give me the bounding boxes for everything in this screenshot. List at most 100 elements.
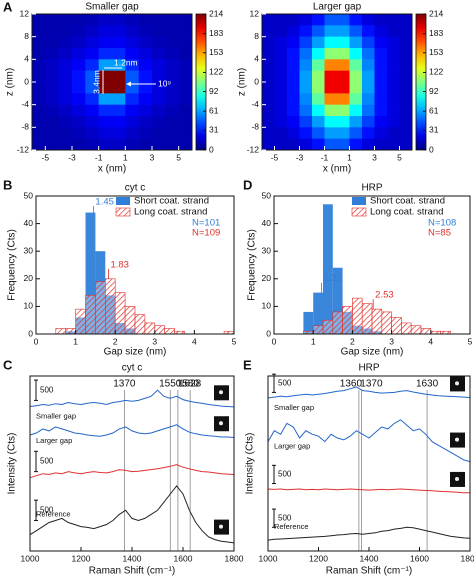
heat-cell xyxy=(152,14,166,26)
heat-cell xyxy=(262,127,275,139)
heat-cell xyxy=(362,70,375,83)
series-label: Larger gap xyxy=(36,436,72,445)
heat-cell xyxy=(399,116,413,128)
y-axis-label: Frequency (Cts) xyxy=(247,229,258,301)
legend-swatch xyxy=(352,197,366,205)
heat-cell xyxy=(178,70,193,83)
n-label: N=85 xyxy=(428,228,451,239)
y-tick-label: 40 xyxy=(262,218,272,228)
heat-cell xyxy=(152,138,166,151)
heat-cell xyxy=(349,70,363,83)
heat-cell xyxy=(362,127,375,139)
heat-cell xyxy=(112,59,126,71)
heat-cell xyxy=(85,36,99,49)
x-tick-label: -5 xyxy=(271,152,279,162)
legend-swatch xyxy=(115,207,131,217)
y-tick-label: 4 xyxy=(254,54,259,64)
x-tick-label: -1 xyxy=(321,152,329,162)
heat-cell xyxy=(262,48,275,60)
heat-cell xyxy=(32,36,46,49)
heat-cell xyxy=(165,138,179,151)
heat-cell xyxy=(112,138,126,151)
heat-cell xyxy=(152,116,166,128)
heat-cell xyxy=(32,127,46,139)
heat-cell xyxy=(45,14,59,26)
scale-bar-label: 500 xyxy=(40,505,54,514)
heat-cell xyxy=(312,70,325,83)
colorbar-tick-label: 183 xyxy=(429,28,443,38)
heat-cell xyxy=(45,70,59,83)
colorbar-tick-label: 214 xyxy=(209,8,223,18)
inset-spot xyxy=(219,524,223,529)
x-axis-label: Gap size (nm) xyxy=(341,347,404,358)
spectrum-line xyxy=(29,485,235,544)
x-tick-label: 1600 xyxy=(174,553,193,563)
chart-title: HRP xyxy=(358,363,379,374)
heat-cell xyxy=(274,127,288,139)
x-tick-label: 3 xyxy=(152,336,157,346)
heat-cell xyxy=(72,70,86,83)
heat-cell xyxy=(387,138,400,151)
heat-cell xyxy=(399,59,413,71)
heat-cell xyxy=(165,14,179,26)
heat-cell xyxy=(299,48,313,60)
colorbar-tick-label: 153 xyxy=(209,47,223,57)
chart-title: HRP xyxy=(361,183,382,194)
heat-cell xyxy=(387,127,400,139)
heat-cell xyxy=(274,14,288,26)
heat-cell xyxy=(312,93,325,105)
heat-cell xyxy=(98,25,113,37)
y-tick-label: 0 xyxy=(266,328,271,338)
heat-cell xyxy=(374,93,388,105)
heat-cell xyxy=(337,25,350,37)
heat-cell xyxy=(152,36,166,49)
heat-cell xyxy=(85,127,99,139)
heat-cell xyxy=(337,36,350,49)
spectrum-line xyxy=(29,424,235,438)
heat-cell xyxy=(262,70,275,83)
scale-bar-label: 500 xyxy=(278,470,292,479)
peak-line-label: 1630 xyxy=(416,379,439,390)
heat-cell xyxy=(32,59,46,71)
heat-cell xyxy=(299,116,313,128)
heat-cell xyxy=(312,104,325,117)
heat-cell xyxy=(112,70,126,83)
heat-cell xyxy=(262,82,275,94)
x-tick-label: 5 xyxy=(468,336,473,346)
y-tick-label: 50 xyxy=(24,190,34,200)
y-tick-label: 0 xyxy=(28,328,33,338)
heat-cell xyxy=(374,116,388,128)
heat-cell xyxy=(45,48,59,60)
x-tick-label: -1 xyxy=(95,152,103,162)
colorbar-tick-label: 183 xyxy=(209,28,223,38)
heat-cell xyxy=(362,48,375,60)
heat-cell xyxy=(45,116,59,128)
heat-cell xyxy=(387,36,400,49)
heat-cell xyxy=(374,70,388,83)
x-tick-label: 1400 xyxy=(123,553,142,563)
heat-cell xyxy=(312,36,325,49)
bar xyxy=(332,311,343,335)
heat-cell xyxy=(165,93,179,105)
x-tick-label: 1800 xyxy=(225,553,244,563)
heat-cell xyxy=(58,104,73,117)
heat-cell xyxy=(85,70,99,83)
x-axis-label: x (nm) xyxy=(323,164,351,175)
colorbar-tick-label: 122 xyxy=(209,67,223,77)
heat-cell xyxy=(287,48,300,60)
heat-cell xyxy=(274,138,288,151)
x-axis-label: x (nm) xyxy=(98,164,126,175)
plot-frame xyxy=(35,195,235,335)
heat-cell xyxy=(287,82,300,94)
bar xyxy=(420,328,432,335)
heat-cell xyxy=(112,104,126,117)
heat-cell xyxy=(98,116,113,128)
heat-cell xyxy=(85,116,99,128)
heat-cell xyxy=(374,25,388,37)
heat-cell xyxy=(98,104,113,117)
x-tick-label: 2 xyxy=(113,336,118,346)
heat-cell xyxy=(98,82,113,94)
heat-cell xyxy=(165,59,179,71)
scale-bar-label: 500 xyxy=(278,513,292,522)
heat-cell xyxy=(32,48,46,60)
